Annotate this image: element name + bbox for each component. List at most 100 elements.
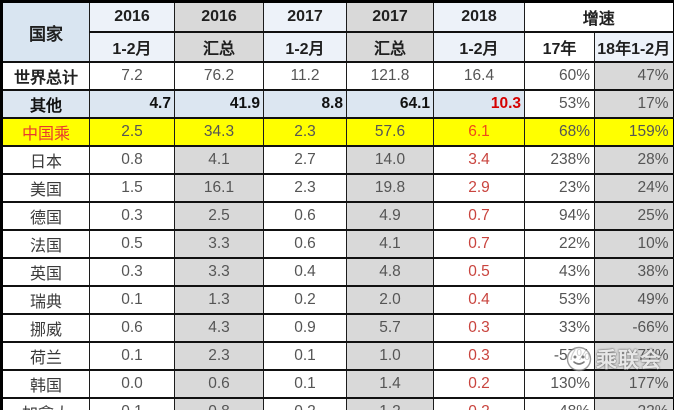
value-cell: 0.1 (89, 397, 175, 410)
country-label: 法国 (1, 229, 90, 258)
table-body: 世界总计 7.2 76.2 11.2 121.8 16.4 60% 47% 其他 4.7 41.9 8… (1, 61, 674, 410)
value-cell: 2.3 (263, 173, 347, 202)
growth-cell: 53% (524, 89, 595, 118)
header-2016: 2016 (89, 1, 175, 32)
table-row: 日本 0.8 4.1 2.7 14.0 3.4 238% 28% (1, 145, 674, 174)
value-cell: 0.4 (263, 257, 347, 286)
table-row: 韩国 0.0 0.6 0.1 1.4 0.2 130% 177% (1, 369, 674, 398)
growth-cell: 25% (593, 201, 674, 230)
value-cell: 0.3 (89, 257, 175, 286)
growth-cell: 159% (593, 117, 674, 146)
value-cell: 0.7 (433, 201, 525, 230)
subheader-growth-18: 18年1-2月 (593, 31, 674, 62)
value-cell: 19.8 (346, 173, 434, 202)
header-2017: 2017 (263, 1, 347, 32)
growth-cell: 177% (593, 369, 674, 398)
country-label: 韩国 (1, 369, 90, 398)
value-cell: 0.4 (433, 285, 525, 314)
table-row: 英国 0.3 3.3 0.4 4.8 0.5 43% 38% (1, 257, 674, 286)
value-cell: 1.0 (346, 341, 434, 370)
growth-cell: 24% (593, 173, 674, 202)
value-cell: 2.0 (346, 285, 434, 314)
value-cell: 0.6 (174, 369, 264, 398)
value-cell: 8.8 (263, 89, 347, 118)
growth-cell: 48% (524, 397, 595, 410)
value-cell: 0.2 (263, 285, 347, 314)
value-cell: 16.1 (174, 173, 264, 202)
value-cell: 3.4 (433, 145, 525, 174)
value-cell: 4.3 (174, 313, 264, 342)
value-cell: 0.2 (433, 369, 525, 398)
value-cell: 0.6 (263, 201, 347, 230)
value-cell: 2.3 (174, 341, 264, 370)
value-cell: 0.1 (89, 341, 175, 370)
value-cell: 16.4 (433, 61, 525, 90)
country-column-header: 国家 (1, 1, 90, 62)
table-header: 国家 2016 2016 2017 2017 2018 增速 1-2月 汇总 1… (1, 1, 674, 62)
value-cell: 2.9 (433, 173, 525, 202)
value-cell: 3.3 (174, 229, 264, 258)
growth-cell: 77% (593, 341, 674, 370)
header-row-periods: 1-2月 汇总 1-2月 汇总 1-2月 17年 18年1-2月 (2, 31, 674, 62)
value-cell: 0.6 (263, 229, 347, 258)
value-cell: 10.3 (433, 89, 525, 118)
value-cell: 64.1 (346, 89, 434, 118)
growth-cell: 22% (524, 229, 595, 258)
header-2016-total: 2016 (174, 1, 264, 32)
country-label: 加拿大 (1, 397, 90, 410)
growth-cell: 238% (524, 145, 595, 174)
value-cell: 5.7 (346, 313, 434, 342)
value-cell: 11.2 (263, 61, 347, 90)
growth-cell: -66% (593, 313, 674, 342)
country-label: 瑞典 (1, 285, 90, 314)
value-cell: 1.5 (89, 173, 175, 202)
country-label: 中国乘 (1, 117, 90, 146)
header-2017-total: 2017 (346, 1, 434, 32)
value-cell: 0.7 (433, 229, 525, 258)
table-row: 美国 1.5 16.1 2.3 19.8 2.9 23% 24% (1, 173, 674, 202)
country-label: 德国 (1, 201, 90, 230)
value-cell: 76.2 (174, 61, 264, 90)
value-cell: 2.5 (174, 201, 264, 230)
growth-cell: 28% (593, 145, 674, 174)
value-cell: 0.5 (89, 229, 175, 258)
value-cell: 0.2 (433, 397, 525, 410)
country-label: 英国 (1, 257, 90, 286)
value-cell: 1.4 (346, 369, 434, 398)
growth-column-header: 增速 (523, 1, 674, 32)
growth-cell: 60% (524, 61, 595, 90)
growth-cell: -57% (524, 341, 595, 370)
table-row: 加拿大0.10.80.21.20.248%22% (1, 397, 674, 410)
value-cell: 121.8 (346, 61, 434, 90)
growth-cell: 68% (524, 117, 595, 146)
country-label: 挪威 (1, 313, 90, 342)
table-row: 中国乘 2.5 34.3 2.3 57.6 6.1 68% 159% (1, 117, 674, 146)
header-2018: 2018 (433, 1, 525, 32)
value-cell: 0.1 (263, 369, 347, 398)
value-cell: 0.1 (263, 341, 347, 370)
value-cell: 14.0 (346, 145, 434, 174)
growth-cell: 49% (593, 285, 674, 314)
value-cell: 1.2 (346, 397, 434, 410)
value-cell: 0.3 (89, 201, 175, 230)
growth-cell: 94% (524, 201, 595, 230)
value-cell: 6.1 (433, 117, 525, 146)
table-row: 世界总计 7.2 76.2 11.2 121.8 16.4 60% 47% (1, 61, 674, 90)
value-cell: 0.3 (433, 313, 525, 342)
country-label: 美国 (1, 173, 90, 202)
table-row: 瑞典 0.1 1.3 0.2 2.0 0.4 53% 49% (1, 285, 674, 314)
country-label: 荷兰 (1, 341, 90, 370)
subheader-2016-period: 1-2月 (89, 31, 175, 62)
value-cell: 4.1 (346, 229, 434, 258)
table-row: 荷兰 0.1 2.3 0.1 1.0 0.3 -57% 77% (1, 341, 674, 370)
value-cell: 4.7 (89, 89, 175, 118)
table-row: 其他 4.7 41.9 8.8 64.1 10.3 53% 17% (1, 89, 674, 118)
growth-cell: 38% (593, 257, 674, 286)
value-cell: 0.8 (89, 145, 175, 174)
value-cell: 2.5 (89, 117, 175, 146)
value-cell: 4.8 (346, 257, 434, 286)
value-cell: 0.5 (433, 257, 525, 286)
value-cell: 0.1 (89, 285, 175, 314)
